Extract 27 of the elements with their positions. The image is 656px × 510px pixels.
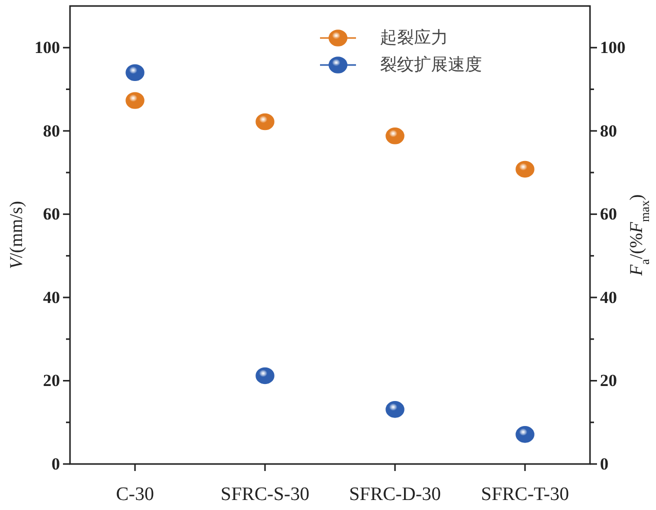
y-tick-label: 100 <box>34 38 60 58</box>
y-tick-label: 0 <box>52 454 60 474</box>
x-tick-label: SFRC-D-30 <box>349 484 441 505</box>
y-tick-label: 20 <box>43 371 60 390</box>
point <box>516 160 534 178</box>
y-tick-label: 80 <box>43 121 60 140</box>
x-tick-label: SFRC-S-30 <box>220 484 310 505</box>
y2-tick-label: 80 <box>600 121 617 140</box>
y-tick-label: 40 <box>43 288 60 307</box>
point <box>386 128 404 144</box>
point <box>256 113 274 130</box>
point <box>126 92 144 109</box>
legend-label: 起裂应力 <box>380 28 448 48</box>
x-tick-label: C-30 <box>116 484 154 505</box>
y2-tick-label: 60 <box>600 204 617 224</box>
y2-tick-label: 20 <box>600 371 617 390</box>
y2-tick-label: 40 <box>600 288 617 307</box>
point <box>516 426 534 443</box>
legend-label: 裂纹扩展速度 <box>380 55 482 75</box>
y-axis-title: V/(mm/s) <box>6 200 26 269</box>
y2-tick-label: 100 <box>600 38 626 58</box>
point <box>126 64 144 82</box>
y2-tick-label: 0 <box>600 454 608 474</box>
y-tick-label: 60 <box>43 204 60 224</box>
x-tick-label: SFRC-T-30 <box>481 484 569 505</box>
point <box>256 367 274 384</box>
point <box>386 401 404 418</box>
